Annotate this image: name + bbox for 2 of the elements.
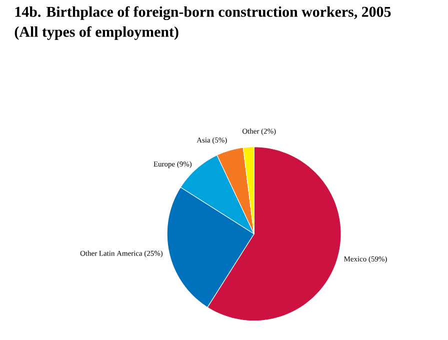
chart-title: 14b. Birthplace of foreign-born construction workers, 2005 — [15, 6, 391, 20]
chart-subtitle: (All types of employment) — [14, 26, 178, 40]
